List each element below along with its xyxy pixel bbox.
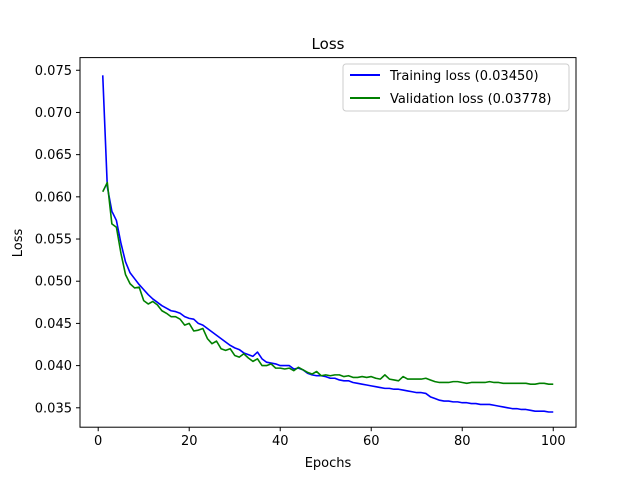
x-tick-label: 0 — [94, 434, 102, 449]
x-tick-label: 60 — [363, 434, 380, 449]
x-tick-label: 20 — [181, 434, 198, 449]
y-tick-label: 0.050 — [35, 275, 72, 290]
legend: Training loss (0.03450) Validation loss … — [342, 63, 570, 112]
y-axis-label: Loss — [11, 229, 26, 258]
y-tick-label: 0.060 — [35, 190, 72, 205]
legend-label-validation: Validation loss (0.03778) — [390, 92, 551, 107]
legend-box — [342, 63, 570, 112]
y-axis-ticks: 0.035 0.040 0.045 0.050 0.055 0.060 0.065 0.070… — [35, 64, 80, 416]
validation-loss-line — [102, 181, 554, 385]
x-axis-ticks: 0 20 40 60 80 100 — [94, 427, 566, 449]
x-tick-label: 40 — [272, 434, 289, 449]
plot-frame — [79, 57, 577, 428]
legend-label-training: Training loss (0.03450) — [389, 69, 539, 84]
training-loss-line — [101, 75, 554, 413]
x-tick-label: 80 — [454, 434, 471, 449]
x-tick-label: 100 — [541, 434, 566, 449]
x-axis-label: Epochs — [305, 456, 352, 471]
series-layer — [101, 75, 554, 413]
y-tick-label: 0.040 — [35, 359, 72, 374]
y-tick-label: 0.065 — [35, 148, 72, 163]
y-tick-label: 0.075 — [35, 64, 72, 79]
chart-title: Loss — [312, 35, 345, 53]
y-tick-label: 0.035 — [35, 401, 72, 416]
y-tick-label: 0.055 — [35, 233, 72, 248]
y-tick-label: 0.070 — [35, 106, 72, 121]
y-tick-label: 0.045 — [35, 317, 72, 332]
